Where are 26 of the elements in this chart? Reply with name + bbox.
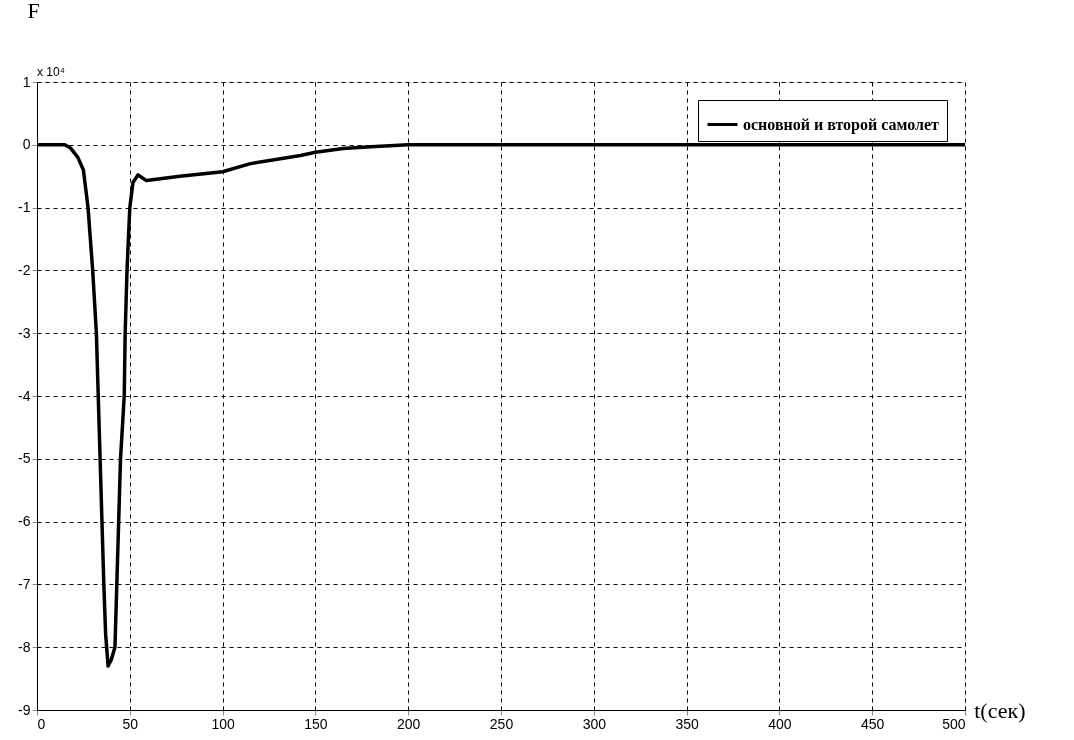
y-axis-title: F (27, 0, 40, 23)
x-tick-label: 300 (582, 715, 607, 732)
x-tick-label: 50 (122, 715, 139, 732)
x-tick-label: 150 (304, 715, 328, 732)
y-tick-label: -1 (18, 199, 31, 216)
x-tick-label: 100 (211, 715, 235, 732)
y-tick-label: 0 (22, 136, 31, 153)
x-tick-label: 400 (768, 715, 792, 732)
x-tick-label: 0 (37, 715, 46, 732)
x-tick-label: 200 (397, 715, 421, 732)
x-tick-label: 500 (942, 715, 966, 732)
y-tick-label: -9 (18, 701, 31, 718)
x-axis-title: t(сек) (974, 697, 1026, 723)
y-tick-label: -2 (18, 261, 31, 278)
y-tick-label: -4 (18, 387, 31, 404)
x-tick-label: 350 (675, 715, 699, 732)
y-tick-label: -7 (18, 575, 31, 592)
text: x 10⁴ (37, 65, 65, 79)
y-tick-label: -5 (18, 450, 31, 467)
x-tick-label: 250 (489, 715, 514, 732)
y-tick-label: 1 (22, 73, 31, 90)
legend-label: основной и второй самолет (743, 115, 940, 134)
y-tick-label: -8 (18, 638, 31, 655)
y-tick-label: -6 (18, 513, 31, 530)
y-tick-label: -3 (18, 324, 31, 341)
x-tick-label: 450 (861, 715, 885, 732)
